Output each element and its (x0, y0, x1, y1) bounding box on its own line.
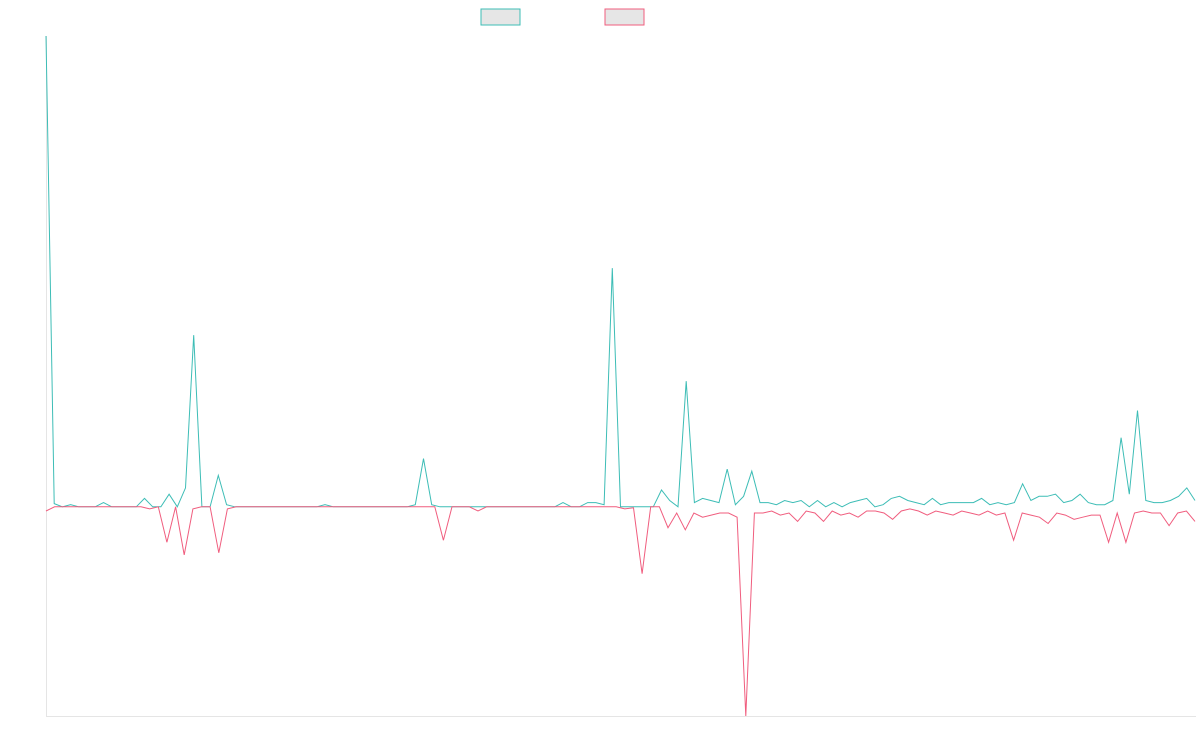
legend-swatch-series-1[interactable] (480, 8, 521, 26)
series-1-line (45, 35, 1196, 508)
legend-swatch-series-2[interactable] (604, 8, 645, 26)
series-2-line (45, 506, 1196, 717)
legend (480, 8, 645, 26)
plot-area (45, 35, 1196, 717)
